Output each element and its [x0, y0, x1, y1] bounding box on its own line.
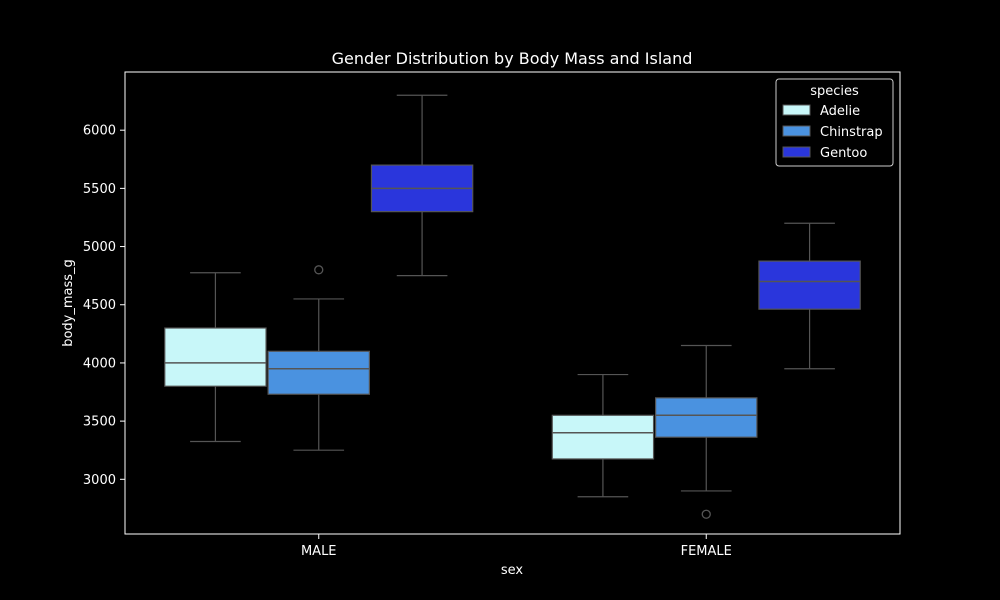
y-tick-label: 3000	[83, 473, 116, 488]
box-group-chinstrap-female	[655, 344, 758, 519]
legend-swatch-gentoo	[782, 146, 811, 158]
box-group-gentoo-female	[758, 222, 861, 370]
box-group-adelie-female	[551, 373, 655, 498]
x-tick-label: MALE	[301, 544, 337, 559]
outlier-point	[701, 509, 711, 519]
iqr-box	[655, 397, 758, 438]
iqr-box	[164, 327, 267, 387]
y-tick-label: 6000	[83, 124, 116, 139]
legend-label-adelie: Adelie	[820, 104, 860, 119]
box-group-gentoo-male	[370, 94, 474, 277]
plot-area	[164, 94, 861, 519]
y-tick-label: 5500	[83, 182, 116, 197]
y-tick-label: 4500	[83, 298, 116, 313]
plot-frame	[124, 71, 901, 535]
legend-label-chinstrap: Chinstrap	[820, 125, 883, 140]
legend-label-gentoo: Gentoo	[820, 146, 867, 161]
y-tick-label: 5000	[83, 240, 116, 255]
chart-title: Gender Distribution by Body Mass and Isl…	[332, 49, 693, 68]
x-axis: MALE FEMALE	[301, 534, 732, 559]
y-tick-label: 3500	[83, 415, 116, 430]
iqr-box	[551, 414, 655, 460]
legend-swatch-chinstrap	[782, 125, 811, 137]
y-axis-label: body_mass_g	[61, 259, 76, 347]
legend-frame	[775, 78, 894, 167]
outlier-point	[314, 265, 324, 275]
legend: species Adelie Chinstrap Gentoo	[775, 78, 894, 167]
x-axis-label: sex	[501, 563, 524, 578]
legend-title: species	[810, 84, 859, 99]
x-tick-label: FEMALE	[681, 544, 732, 559]
iqr-box	[758, 260, 861, 310]
box-group-adelie-male	[164, 272, 267, 443]
y-tick-label: 4000	[83, 356, 116, 371]
y-axis: 3000 3500 4000 4500 5000 5500 6000	[83, 124, 125, 488]
legend-swatch-adelie	[782, 104, 811, 116]
box-group-chinstrap-male	[267, 265, 370, 451]
iqr-box	[267, 350, 370, 395]
